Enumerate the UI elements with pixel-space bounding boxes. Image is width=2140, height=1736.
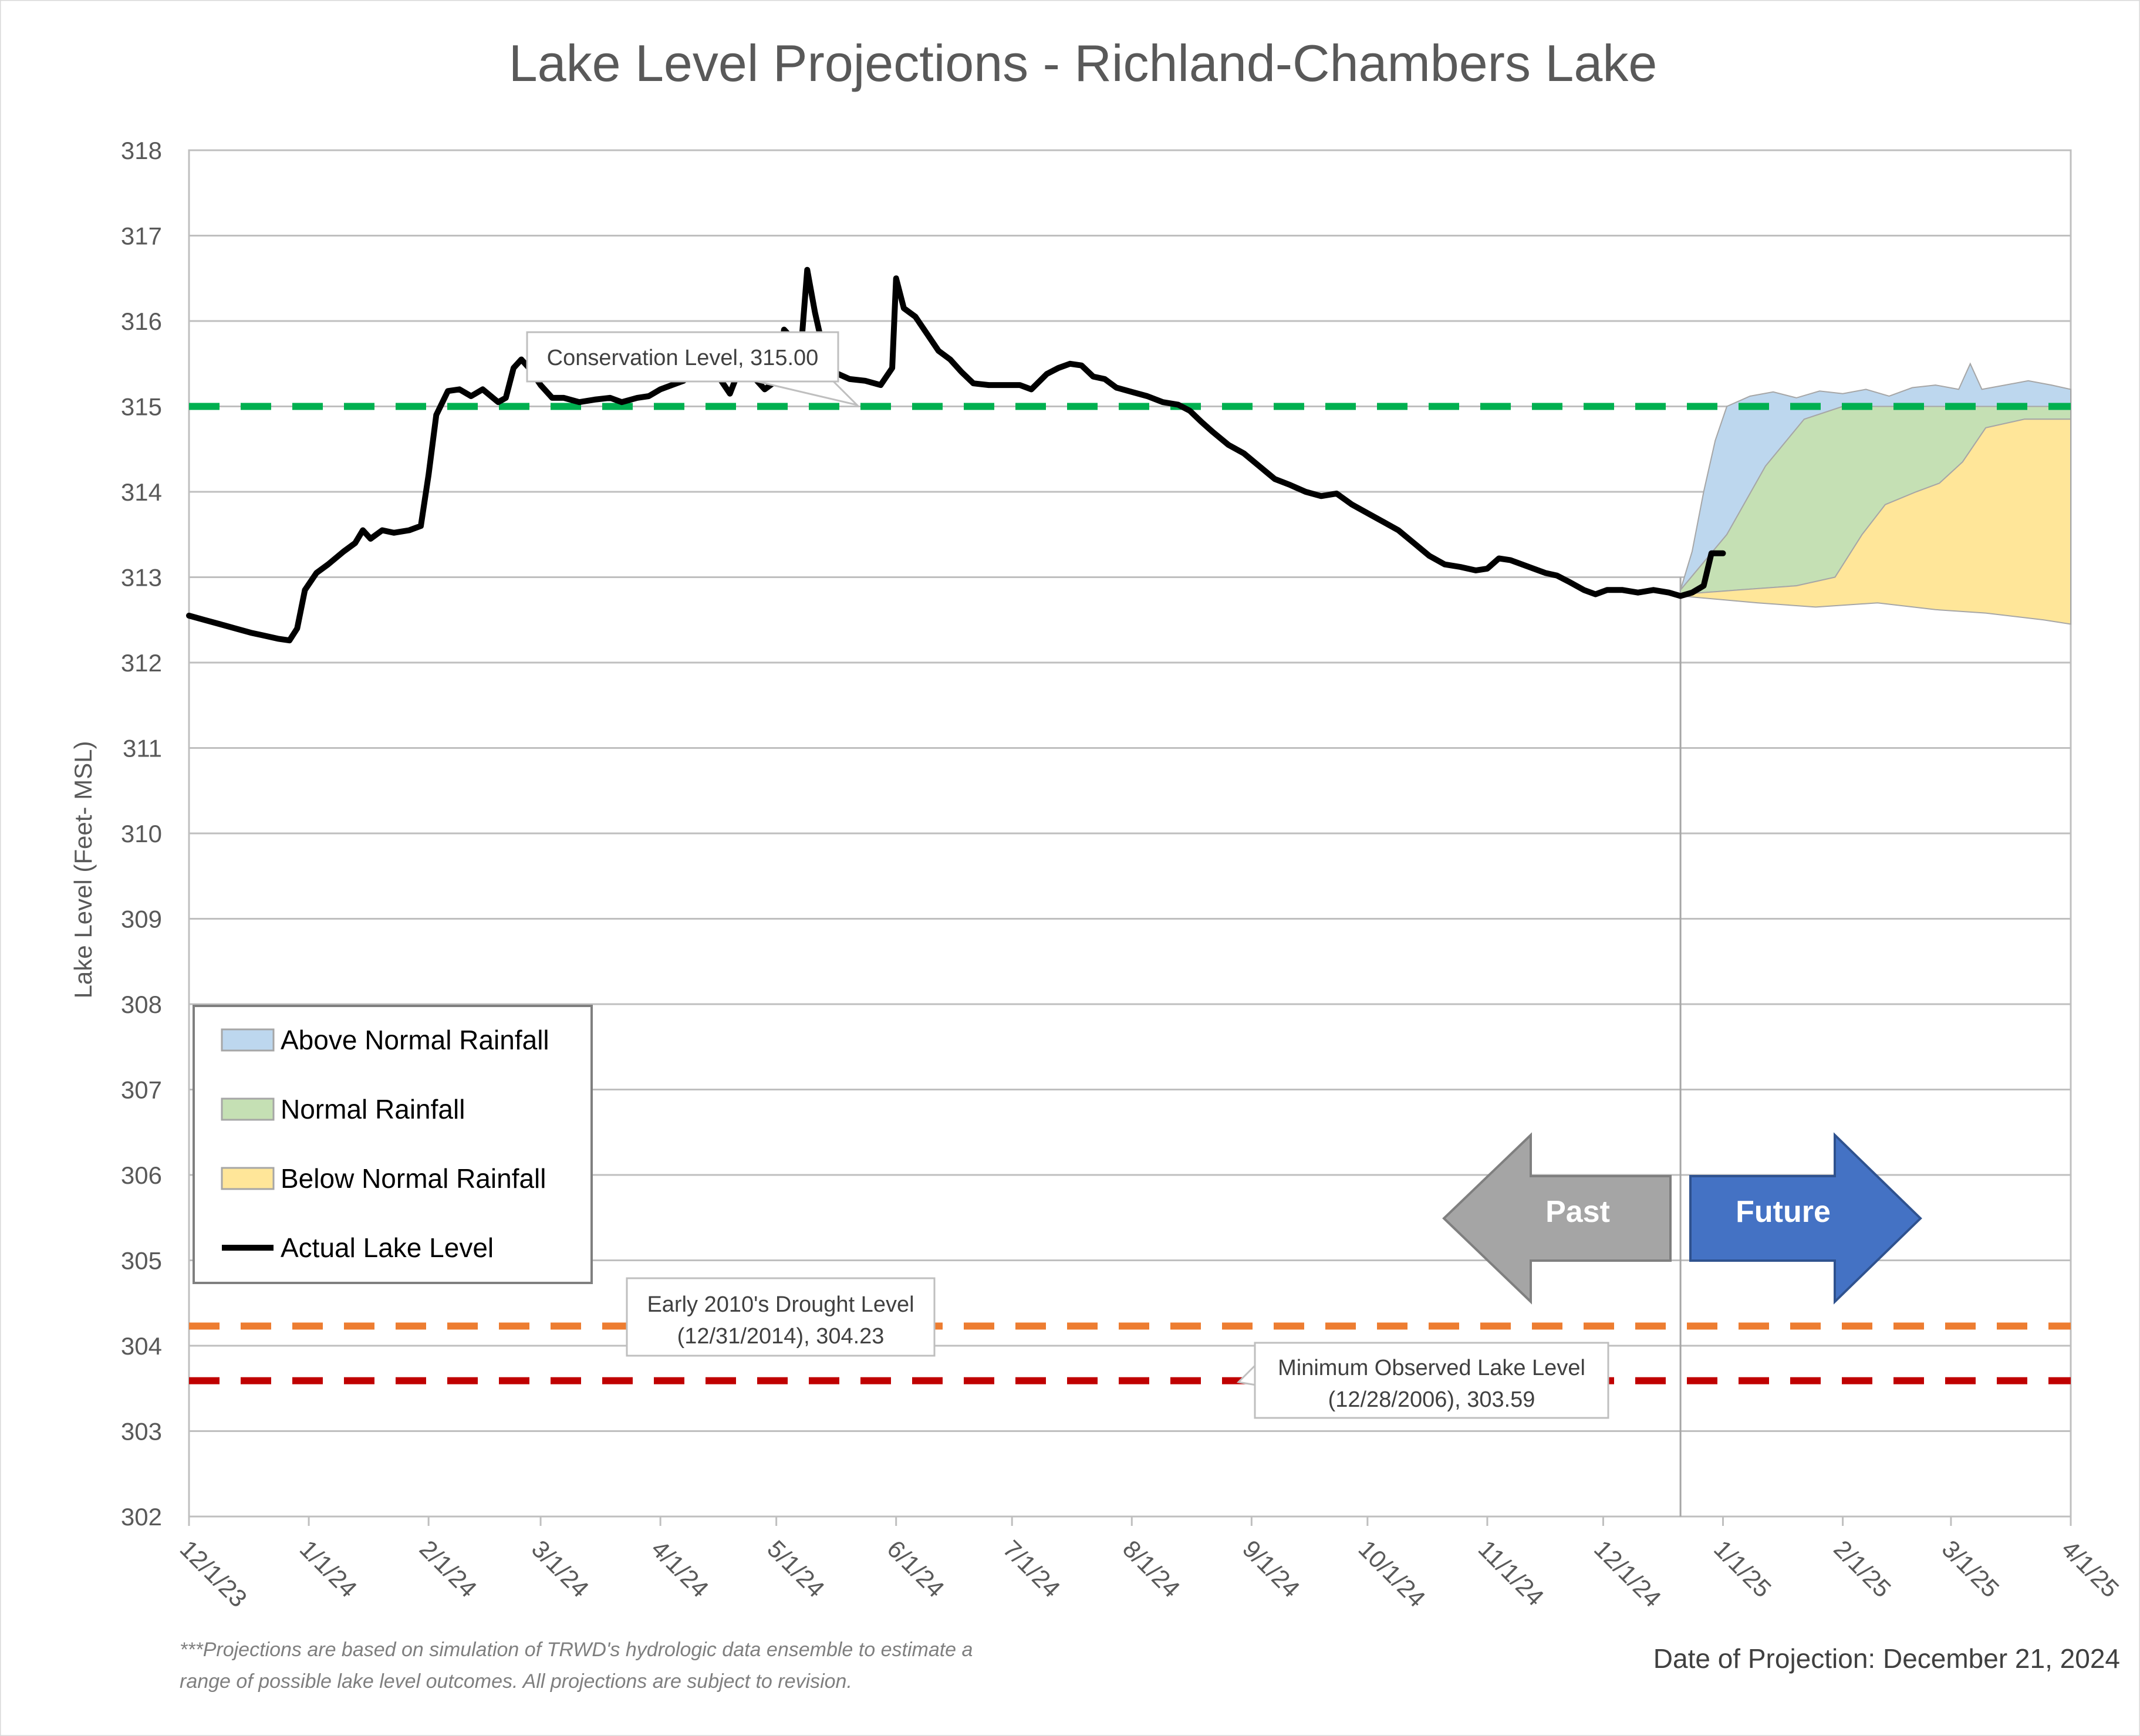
y-tick-label: 303 — [121, 1418, 162, 1445]
minimum-callout-pointer — [1236, 1363, 1257, 1386]
footnote-line2: range of possible lake level outcomes. A… — [180, 1670, 852, 1693]
plot-frame — [188, 149, 2072, 1518]
actual-lake-level-line — [186, 266, 1726, 644]
footnote-line1: ***Projections are based on simulation o… — [180, 1639, 973, 1661]
y-tick-label: 311 — [123, 735, 162, 762]
drought-callout-box — [626, 1277, 936, 1357]
actual-level-layer — [186, 266, 1726, 644]
legend-box — [193, 1005, 593, 1284]
y-tick-label: 307 — [121, 1076, 162, 1104]
projection-bands — [1680, 362, 2071, 625]
legend-swatch-above-normal — [221, 1028, 275, 1052]
legend-label-normal: Normal Rainfall — [281, 1094, 465, 1124]
legend-label-above-normal: Above Normal Rainfall — [281, 1025, 549, 1055]
future-arrow: Future — [1689, 1132, 1922, 1305]
legend-swatch-normal — [221, 1097, 275, 1121]
y-tick-label: 318 — [121, 137, 162, 164]
minimum-callout: Minimum Observed Lake Level (12/28/2006)… — [1236, 1342, 1609, 1419]
drought-callout-line1: Early 2010's Drought Level — [647, 1292, 914, 1317]
y-tick-label: 304 — [121, 1332, 162, 1360]
band-below-normal — [1680, 418, 2071, 625]
past-arrow-label: Past — [1545, 1195, 1610, 1229]
drought-callout: Early 2010's Drought Level (12/31/2014),… — [626, 1277, 936, 1357]
legend-label-actual-level: Actual Lake Level — [281, 1232, 494, 1263]
y-tick-label: 305 — [121, 1247, 162, 1275]
chart-title: Lake Level Projections - Richland-Chambe… — [509, 34, 1658, 92]
y-tick-label: 312 — [121, 649, 162, 677]
y-tick-labels: 318 317 316 315 314 313 312 311 310 309 308 307 306 3… — [121, 137, 162, 1531]
legend-label-below-normal: Below Normal Rainfall — [281, 1163, 546, 1194]
y-tick-label: 315 — [121, 393, 162, 421]
y-tick-label: 317 — [121, 222, 162, 250]
drought-callout-line2: (12/31/2014), 304.23 — [677, 1324, 885, 1349]
y-tick-label: 306 — [121, 1161, 162, 1189]
conservation-callout-box — [526, 331, 839, 383]
legend: Above Normal Rainfall Normal Rainfall Be… — [193, 1005, 593, 1284]
y-tick-label: 313 — [121, 564, 162, 592]
future-arrow-label: Future — [1736, 1195, 1831, 1229]
conservation-callout-text: Conservation Level, 315.00 — [547, 346, 819, 370]
y-tick-label: 314 — [121, 478, 162, 506]
past-arrow-shape — [1442, 1132, 1672, 1305]
future-arrow-shape — [1689, 1132, 1922, 1305]
reference-lines — [189, 403, 2071, 1384]
past-arrow: Past — [1442, 1132, 1672, 1305]
conservation-callout-pointer — [757, 380, 860, 407]
projection-date: Date of Projection: December 21, 2024 — [1653, 1643, 2120, 1674]
y-tick-label: 310 — [121, 820, 162, 847]
y-tick-label: 302 — [121, 1503, 162, 1531]
y-tick-label: 308 — [121, 991, 162, 1018]
y-tick-label: 316 — [121, 308, 162, 335]
y-tick-label: 309 — [121, 906, 162, 933]
legend-swatch-below-normal — [221, 1167, 275, 1190]
minimum-callout-line2: (12/28/2006), 303.59 — [1328, 1387, 1535, 1412]
minimum-callout-box — [1254, 1342, 1609, 1419]
y-axis-title: Lake Level (Feet- MSL) — [69, 741, 97, 999]
minimum-callout-line1: Minimum Observed Lake Level — [1278, 1356, 1585, 1380]
conservation-callout: Conservation Level, 315.00 — [526, 331, 860, 407]
